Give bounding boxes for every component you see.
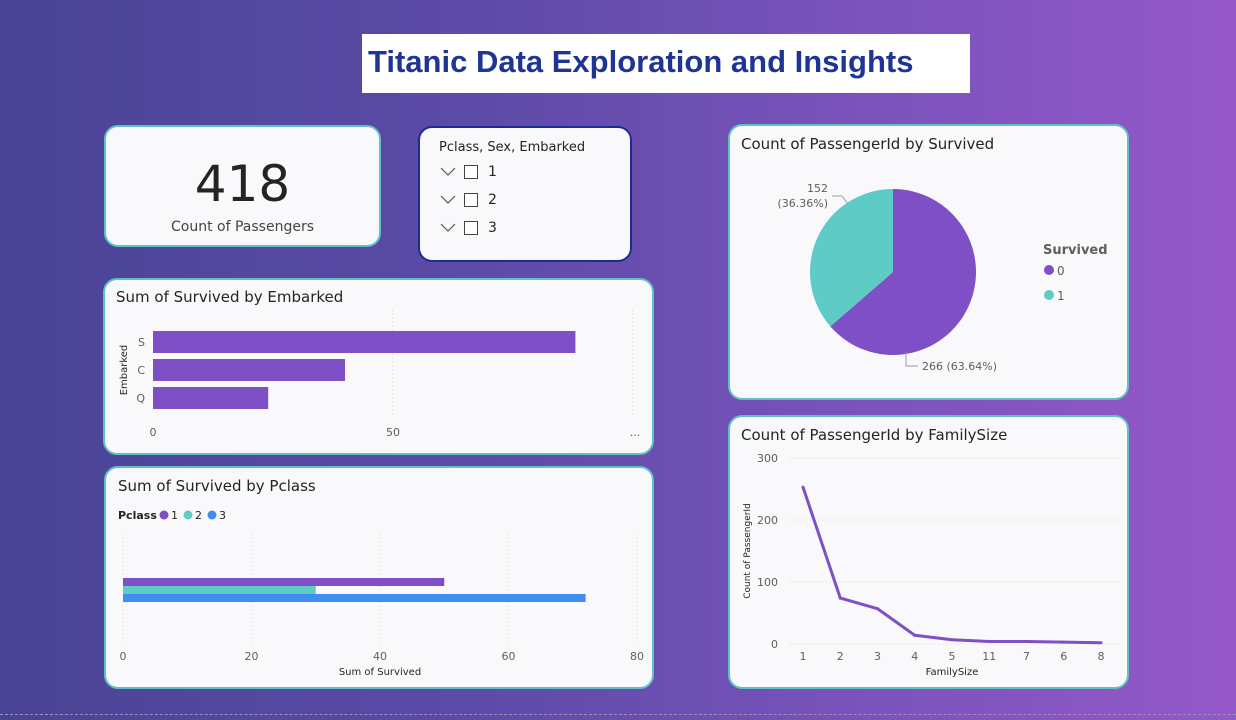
data-point <box>801 485 805 489</box>
data-point <box>1062 640 1066 644</box>
slicer-item-2[interactable]: 2 <box>440 192 590 212</box>
checkbox[interactable] <box>464 165 478 179</box>
chevron-down-icon[interactable] <box>440 165 456 179</box>
legend-marker <box>207 510 217 520</box>
x-tick-label: 6 <box>1060 650 1067 663</box>
bar <box>123 578 445 586</box>
x-tick-label: 11 <box>982 650 996 663</box>
x-tick-label: 60 <box>502 650 516 663</box>
data-point <box>950 638 954 642</box>
x-axis-title: Sum of Survived <box>339 667 421 678</box>
x-tick-label: 1 <box>800 650 807 663</box>
y-axis-title: Count of PassengerId <box>743 503 753 599</box>
dashboard-title: Titanic Data Exploration and Insights <box>368 44 914 79</box>
familysize-line-chart: 0 100 200 300 1 2 3 4 5 11 7 6 8 FamilySize Count of P… <box>743 452 1120 678</box>
y-tick-label: 300 <box>757 452 778 465</box>
survived-pie-card[interactable]: Count of PassengerId by Survived 266 (63… <box>728 124 1129 400</box>
data-point <box>1099 641 1103 645</box>
checkbox[interactable] <box>464 193 478 207</box>
bar <box>153 387 269 409</box>
legend-label: 3 <box>219 509 226 522</box>
slicer-title: Pclass, Sex, Embarked <box>439 140 586 155</box>
data-point <box>913 633 917 637</box>
data-label: 152 <box>807 182 828 195</box>
dashboard-title-box: Titanic Data Exploration and Insights <box>362 34 970 93</box>
slicer-item-label: 1 <box>488 164 497 180</box>
bar <box>153 331 576 353</box>
pie-slice <box>830 189 976 355</box>
legend-label: 1 <box>1057 289 1065 303</box>
x-tick-label: 8 <box>1098 650 1105 663</box>
chart-title: Count of PassengerId by FamilySize <box>741 426 1008 444</box>
kpi-card[interactable]: 418 Count of Passengers <box>104 125 381 247</box>
chevron-down-icon[interactable] <box>440 193 456 207</box>
x-tick-label: ... <box>630 426 641 439</box>
data-label: 266 (63.64%) <box>922 360 997 373</box>
y-axis-title: Embarked <box>119 345 130 396</box>
x-tick-label: 80 <box>630 650 644 663</box>
page-divider <box>0 714 1236 715</box>
data-point <box>1025 640 1028 644</box>
chart-title: Sum of Survived by Pclass <box>118 477 316 495</box>
legend-label: 2 <box>195 509 202 522</box>
slicer-item-label: 2 <box>488 192 497 208</box>
category-label: S <box>138 336 145 349</box>
filter-slicer[interactable]: Pclass, Sex, Embarked 1 2 3 <box>418 126 632 262</box>
slicer-item-label: 3 <box>488 220 497 236</box>
legend-title: Survived <box>1043 243 1108 258</box>
pclass-bar-chart: Pclass 1 2 3 0 20 40 60 80 Sum of Survived <box>118 509 644 678</box>
embarked-chart-card[interactable]: Sum of Survived by Embarked S C Q Embarked 0… <box>103 278 654 455</box>
bar <box>123 586 316 594</box>
kpi-label: Count of Passengers <box>171 219 314 235</box>
y-tick-label: 0 <box>771 638 778 651</box>
x-tick-label: 7 <box>1023 650 1030 663</box>
embarked-bar-chart: S C Q Embarked 0 50... <box>119 310 641 439</box>
x-tick-label: 5 <box>949 650 956 663</box>
slicer-item-3[interactable]: 3 <box>440 220 590 240</box>
x-tick-label: 2 <box>837 650 844 663</box>
legend-marker <box>159 510 169 520</box>
chart-title: Sum of Survived by Embarked <box>116 288 344 306</box>
data-label-leader <box>832 195 849 205</box>
x-axis-title: FamilySize <box>926 667 979 678</box>
chart-title: Count of PassengerId by Survived <box>741 135 995 153</box>
data-point <box>987 640 991 644</box>
data-label-leader <box>905 352 918 367</box>
checkbox[interactable] <box>464 221 478 235</box>
x-tick-label: 40 <box>373 650 387 663</box>
x-tick-label: 0 <box>120 650 127 663</box>
x-tick-label: 3 <box>874 650 881 663</box>
pclass-chart-card[interactable]: Sum of Survived by Pclass Pclass 1 2 3 0 20 40… <box>104 466 654 689</box>
legend-title: Pclass <box>118 509 157 522</box>
x-tick-label: 50 <box>386 426 400 439</box>
data-label: (36.36%) <box>777 197 828 210</box>
slicer-item-1[interactable]: 1 <box>440 164 590 184</box>
bar <box>123 594 586 602</box>
data-point <box>876 607 879 611</box>
legend-marker <box>183 510 193 520</box>
data-point <box>838 596 842 600</box>
x-tick-label: 4 <box>911 650 918 663</box>
legend-marker <box>1044 290 1054 300</box>
y-tick-label: 100 <box>757 576 778 589</box>
x-tick-label: 20 <box>245 650 259 663</box>
kpi-value: 418 <box>194 155 291 213</box>
chevron-down-icon[interactable] <box>440 221 456 235</box>
bar <box>153 359 345 381</box>
pie-slice <box>809 189 893 327</box>
survived-pie-chart: 266 (63.64%) 152 (36.36%) Survived 0 1 <box>777 182 1108 373</box>
category-label: C <box>137 364 145 377</box>
legend-label: 0 <box>1057 264 1065 278</box>
x-tick-label: 0 <box>150 426 157 439</box>
line-series <box>801 486 1102 645</box>
legend-marker <box>1044 265 1054 275</box>
legend-label: 1 <box>171 509 178 522</box>
category-label: Q <box>136 392 145 405</box>
y-tick-label: 200 <box>757 514 778 527</box>
familysize-chart-card[interactable]: Count of PassengerId by FamilySize 0 100 2… <box>728 415 1129 689</box>
